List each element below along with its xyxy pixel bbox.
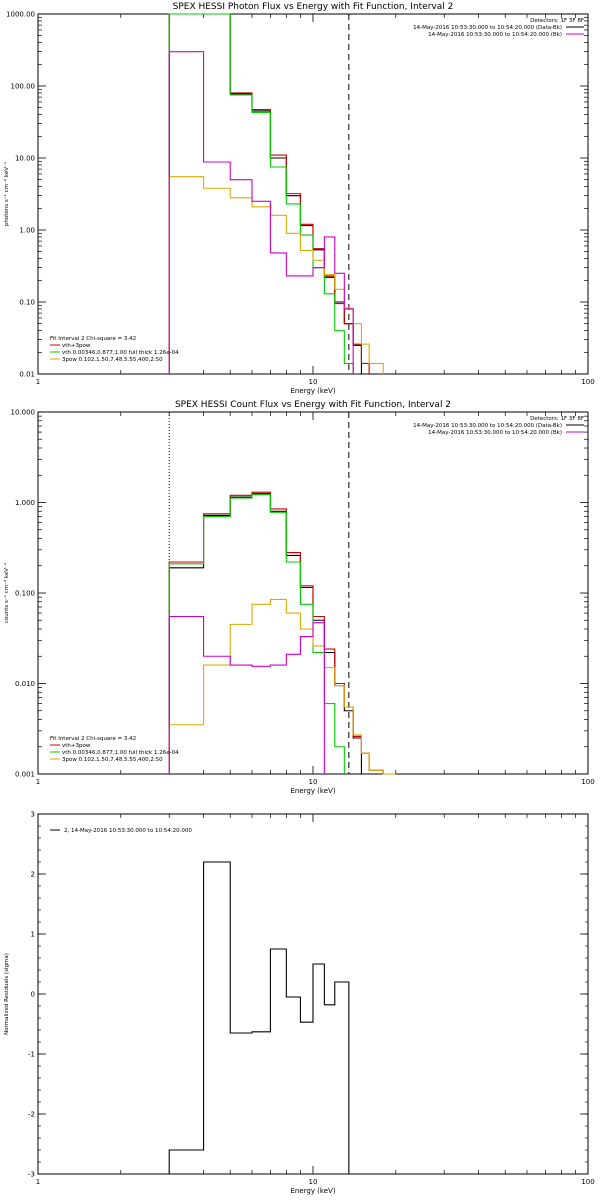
y-tick-label: -1 xyxy=(28,1051,35,1059)
y-tick-label: 1000.00 xyxy=(6,11,35,19)
series-data-bk xyxy=(168,13,362,374)
y-tick-label: 0.01 xyxy=(19,371,35,379)
series-bk xyxy=(168,615,325,774)
fit-legend-entry: 3pow 0.102,1.50,7.48,5.55,400,2.50 xyxy=(62,357,163,363)
fit-legend-entry: vth 0.00346,0.877,1.00 full thick 1.26e-… xyxy=(62,350,179,356)
x-axis-label: Energy (keV) xyxy=(290,387,335,395)
fit-legend-entry: vth 0.00346,0.877,1.00 full thick 1.26e-… xyxy=(62,750,179,756)
x-axis-label: Energy (keV) xyxy=(290,1187,335,1195)
fit-legend-entry: Fit Interval 2 Chi-square = 3.42 xyxy=(50,736,136,742)
x-tick-label: 10 xyxy=(309,778,318,786)
y-axis-label: counts s⁻¹ cm⁻² keV⁻¹ xyxy=(3,563,10,623)
y-tick-label: 1.000 xyxy=(15,499,35,507)
series-vth xyxy=(168,13,354,374)
y-tick-label: 10.00 xyxy=(15,155,35,163)
x-tick-label: 100 xyxy=(581,378,594,386)
series-3pow xyxy=(168,598,396,775)
legend-entry: 14-May-2016 10:53:30.000 to 10:54:20.000… xyxy=(428,430,562,436)
chart-panel-1: SPEX HESSI Photon Flux vs Energy with Fi… xyxy=(3,2,595,395)
y-axis-label: Normalized Residuals (sigma) xyxy=(4,953,10,1035)
y-tick-label: 3 xyxy=(31,811,35,819)
y-axis-label: photons s⁻¹ cm⁻² keV⁻¹ xyxy=(3,162,10,226)
legend-entry: 14-May-2016 10:53:30.000 to 10:54:20.000… xyxy=(413,423,562,429)
y-tick-label: 0.10 xyxy=(19,299,35,307)
y-tick-label: 0.010 xyxy=(15,680,35,688)
legend-entry: Detectors: 1F 3F 8F xyxy=(530,18,584,24)
y-tick-label: 0.100 xyxy=(15,590,35,598)
series-data-bk xyxy=(168,493,362,774)
plot-frame xyxy=(37,13,589,375)
x-tick-label: 10 xyxy=(309,1178,318,1186)
legend-entry: 14-May-2016 10:53:30.000 to 10:54:20.000… xyxy=(413,25,562,31)
x-tick-label: 100 xyxy=(581,778,594,786)
x-tick-label: 1 xyxy=(36,778,40,786)
y-tick-label: 1.00 xyxy=(19,227,35,235)
series-3pow xyxy=(168,176,384,374)
x-tick-label: 1 xyxy=(36,1178,40,1186)
fit-legend-entry: vth+3pow xyxy=(62,743,91,749)
y-tick-label: -2 xyxy=(28,1111,35,1119)
chart-panel-3: 1 10 100 Energy (keV) -3 -2 -1 0 1 2 3 Normalized R… xyxy=(4,811,595,1196)
y-tick-label: 1 xyxy=(31,931,35,939)
x-tick-label: 1 xyxy=(36,378,40,386)
series-2-14-may-2016-10-53-30-000-to-10-54-20-000 xyxy=(168,861,350,1174)
chart-title: SPEX HESSI Photon Flux vs Energy with Fi… xyxy=(173,2,454,12)
y-tick-label: 0 xyxy=(31,991,35,999)
y-tick-label: 10.000 xyxy=(11,409,36,417)
y-tick-label: -3 xyxy=(28,1171,35,1179)
fit-legend-entry: 3pow 0.102,1.50,7.48,5.55,400,2.50 xyxy=(62,757,163,763)
x-tick-label: 10 xyxy=(309,378,318,386)
chart-panel-2: SPEX HESSI Count Flux vs Energy with Fit… xyxy=(3,400,595,795)
fit-legend-entry: vth+3pow xyxy=(62,343,91,349)
x-axis-label: Energy (keV) xyxy=(290,787,335,795)
series-vth-3pow xyxy=(168,13,370,374)
legend-entry: 14-May-2016 10:53:30.000 to 10:54:20.000… xyxy=(428,32,562,38)
legend-entry: Detectors: 1F 3F 8F xyxy=(530,416,584,422)
legend-entry: 2, 14-May-2016 10:53:30.000 to 10:54:20.… xyxy=(64,828,192,834)
series-bk xyxy=(168,51,354,374)
series-vth xyxy=(168,494,345,774)
x-tick-label: 100 xyxy=(581,1178,594,1186)
chart-title: SPEX HESSI Count Flux vs Energy with Fit… xyxy=(175,400,451,410)
fit-legend-entry: Fit Interval 2 Chi-square = 3.42 xyxy=(50,336,136,342)
y-tick-label: 0.001 xyxy=(15,771,35,779)
y-tick-label: 2 xyxy=(31,871,35,879)
y-tick-label: 100.00 xyxy=(11,83,36,91)
